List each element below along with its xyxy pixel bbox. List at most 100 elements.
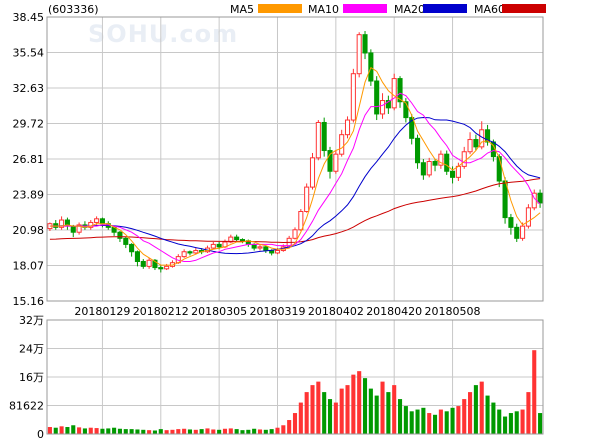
volume-bar xyxy=(362,378,368,434)
candle-body xyxy=(257,246,263,249)
candle-body xyxy=(158,267,164,270)
volume-bar xyxy=(287,420,292,434)
volume-bar xyxy=(123,429,128,434)
candle-body xyxy=(520,225,526,239)
ma-line-ma5 xyxy=(49,66,541,266)
price-tick-label: 29.72 xyxy=(13,118,45,131)
volume-tick-label: 24万 xyxy=(19,343,44,356)
volume-bar xyxy=(427,413,432,434)
volume-bar xyxy=(263,429,268,434)
volume-bar xyxy=(94,428,99,434)
volume-bar xyxy=(351,374,356,434)
volume-bar xyxy=(333,402,338,434)
candle-body xyxy=(94,218,100,223)
candle-body xyxy=(327,150,333,172)
volume-bar xyxy=(47,427,52,434)
candle-body xyxy=(385,100,391,109)
candle-body xyxy=(152,259,158,269)
volume-bar xyxy=(415,409,420,434)
price-tick-label: 38.45 xyxy=(13,11,45,24)
candle-body xyxy=(432,160,438,166)
volume-bar xyxy=(112,427,117,434)
volume-bar xyxy=(205,428,210,434)
volume-bar xyxy=(106,428,111,434)
volume-bar xyxy=(392,385,397,434)
volume-bar xyxy=(65,427,70,434)
volume-bar xyxy=(462,399,467,434)
volume-bar xyxy=(421,407,426,434)
candle-body xyxy=(537,192,543,204)
candle-body xyxy=(251,243,257,249)
legend-ma10-label: MA10 xyxy=(308,3,339,16)
volume-bar xyxy=(158,429,163,434)
candle-body xyxy=(339,134,345,155)
volume-bar xyxy=(368,388,373,434)
volume-axis-ticks: 32万 24万 16万 81622 0 xyxy=(9,314,44,440)
candle-body xyxy=(391,78,397,109)
candle-body xyxy=(444,153,450,172)
volume-bar xyxy=(298,402,303,434)
volume-bar xyxy=(228,428,233,434)
price-tick-label: 15.16 xyxy=(13,295,45,308)
volume-bar xyxy=(257,429,263,434)
candle-body xyxy=(397,78,403,103)
candle-body xyxy=(274,250,281,254)
candle-body xyxy=(239,239,246,242)
candle-body xyxy=(59,219,65,228)
price-tick-label: 32.63 xyxy=(13,82,45,95)
volume-bar xyxy=(473,385,478,434)
volume-bar xyxy=(88,427,93,434)
candle-body xyxy=(117,231,123,239)
volume-bar xyxy=(514,411,519,434)
volume-bar xyxy=(397,399,403,434)
candle-body xyxy=(269,250,275,254)
legend: MA5 MA10 MA20 MA60 xyxy=(230,3,546,16)
date-tick-label: 20180402 xyxy=(308,305,364,318)
volume-bar xyxy=(82,428,87,434)
candle-body xyxy=(123,237,129,245)
candle-body xyxy=(414,137,421,164)
volume-bar xyxy=(357,371,362,434)
volume-bar xyxy=(491,402,496,434)
candle-body xyxy=(467,139,473,153)
volume-bar xyxy=(211,429,216,434)
candle-body xyxy=(438,153,444,166)
volume-tick-label: 16万 xyxy=(19,371,44,384)
candle-body xyxy=(420,162,426,176)
price-grid xyxy=(47,17,543,434)
price-tick-label: 23.89 xyxy=(13,189,45,202)
volume-bar xyxy=(170,429,175,434)
candle-body xyxy=(53,223,59,228)
volume-bar xyxy=(59,426,64,434)
stock-code: (603336) xyxy=(48,3,99,16)
date-tick-label: 20180508 xyxy=(425,305,481,318)
volume-bar xyxy=(380,381,385,434)
volume-bar xyxy=(246,429,251,434)
volume-bar xyxy=(182,428,187,434)
volume-bar xyxy=(129,429,134,434)
volume-bar xyxy=(327,399,333,434)
watermark: SOHU.com xyxy=(88,20,238,48)
candle-body xyxy=(263,246,269,252)
volume-tick-label: 81622 xyxy=(9,400,44,413)
candle-body xyxy=(216,243,222,248)
date-axis-labels: 20180129 20180212 20180305 20180319 20180402… xyxy=(74,305,480,318)
legend-ma10-swatch xyxy=(343,4,387,13)
legend-ma5-label: MA5 xyxy=(230,3,254,16)
volume-bar xyxy=(269,429,274,434)
volume-bar xyxy=(77,427,82,434)
volume-bar xyxy=(433,414,438,434)
candle-body xyxy=(146,259,152,267)
volume-bars xyxy=(47,350,543,434)
volume-bar xyxy=(386,392,391,434)
candle-body xyxy=(514,226,520,239)
volume-bar xyxy=(450,407,455,434)
volume-panel-frame xyxy=(46,319,544,435)
volume-bar xyxy=(497,409,502,434)
candle-body xyxy=(181,251,187,258)
price-axis-ticks: 38.45 35.54 32.63 29.72 26.81 23.89 20.98 18.07… xyxy=(13,11,45,308)
candle-body xyxy=(309,157,316,188)
price-panel-frame xyxy=(46,16,544,302)
volume-bar xyxy=(503,416,508,434)
candle-body xyxy=(140,260,146,267)
